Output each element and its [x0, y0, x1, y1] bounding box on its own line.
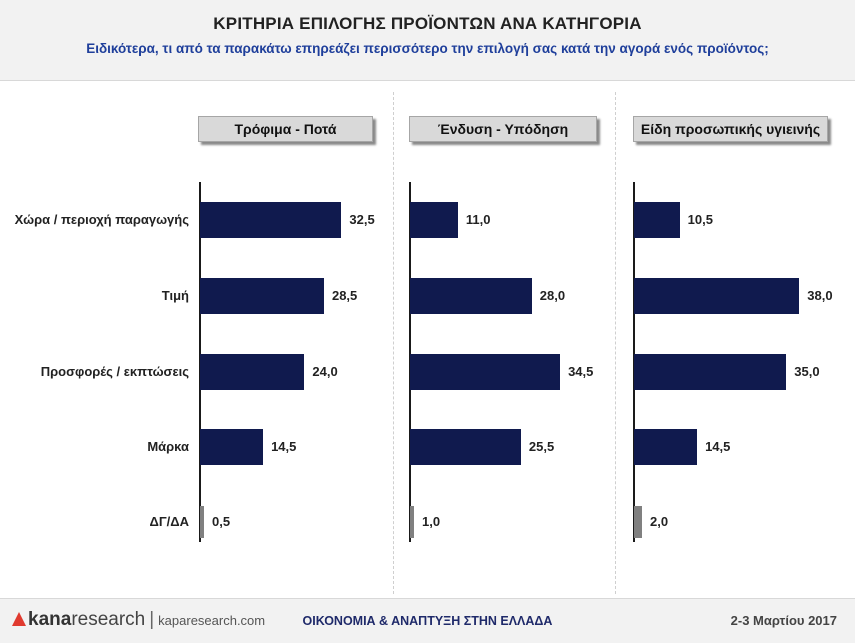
bar — [410, 429, 521, 465]
bar — [634, 278, 800, 314]
footer: kanaresearch | kaparesearch.com ΟΙΚΟΝΟΜΙΑ … — [0, 598, 855, 643]
category-label: Μάρκα — [147, 439, 189, 454]
logo-separator: | — [149, 609, 155, 630]
bar — [200, 429, 264, 465]
data-label: 38,0 — [807, 288, 833, 303]
panel-title: Ένδυση - Υπόδηση — [409, 116, 597, 142]
data-label: 32,5 — [349, 212, 375, 227]
footer-title: ΟΙΚΟΝΟΜΙΑ & ΑΝΑΠΤΥΞΗ ΣΤΗΝ ΕΛΛΑΔΑ — [302, 614, 553, 628]
data-label: 28,0 — [539, 288, 566, 303]
bar — [410, 202, 458, 238]
bar — [410, 354, 561, 390]
category-label: ΔΓ/ΔΑ — [149, 514, 189, 529]
panel-title: Τρόφιμα - Ποτά — [198, 116, 373, 142]
site-url: kaparesearch.com — [158, 613, 266, 628]
data-label: 1,0 — [422, 514, 441, 529]
data-label: 0,5 — [212, 514, 231, 529]
bar — [634, 506, 642, 538]
panel-divider-1 — [393, 92, 394, 594]
data-label: 11,0 — [465, 212, 491, 227]
data-label: 34,5 — [568, 364, 594, 379]
data-label: 35,0 — [794, 364, 820, 379]
footer-date: 2-3 Μαρτίου 2017 — [730, 613, 837, 628]
data-label: 28,5 — [331, 288, 358, 303]
kana-research-logo: kanaresearch | kaparesearch.com — [12, 609, 265, 631]
bar — [200, 278, 324, 314]
header: ΚΡΙΤΗΡΙΑ ΕΠΙΛΟΓΗΣ ΠΡΟΪΟΝΤΩΝ ΑΝΑ ΚΑΤΗΓΟΡΙ… — [0, 0, 855, 81]
category-label: Χώρα / περιοχή παραγωγής — [14, 212, 189, 227]
panel-divider-2 — [615, 92, 616, 594]
bar — [200, 354, 305, 390]
data-label: 2,0 — [650, 514, 669, 529]
bar — [200, 506, 204, 538]
data-label: 10,5 — [687, 212, 713, 227]
data-label: 14,5 — [705, 439, 731, 454]
bar — [634, 354, 787, 390]
page-title: ΚΡΙΤΗΡΙΑ ΕΠΙΛΟΓΗΣ ΠΡΟΪΟΝΤΩΝ ΑΝΑ ΚΑΤΗΓΟΡΙ… — [213, 14, 642, 33]
logo-triangle-icon — [12, 612, 26, 626]
bar — [200, 202, 342, 238]
page-subtitle: Ειδικότερα, τι από τα παρακάτω επηρεάζει… — [86, 41, 769, 56]
bar — [410, 278, 532, 314]
bar — [410, 506, 414, 538]
bar — [634, 429, 698, 465]
logo-research-text: research — [71, 609, 146, 630]
panel-title: Είδη προσωπικής υγιεινής — [633, 116, 828, 142]
data-label: 14,5 — [271, 439, 297, 454]
data-label: 24,0 — [312, 364, 338, 379]
category-label: Προσφορές / εκπτώσεις — [40, 364, 189, 379]
category-label: Τιμή — [161, 288, 189, 303]
logo-kana-text: kana — [28, 609, 72, 630]
bar — [634, 202, 680, 238]
data-label: 25,5 — [528, 439, 555, 454]
